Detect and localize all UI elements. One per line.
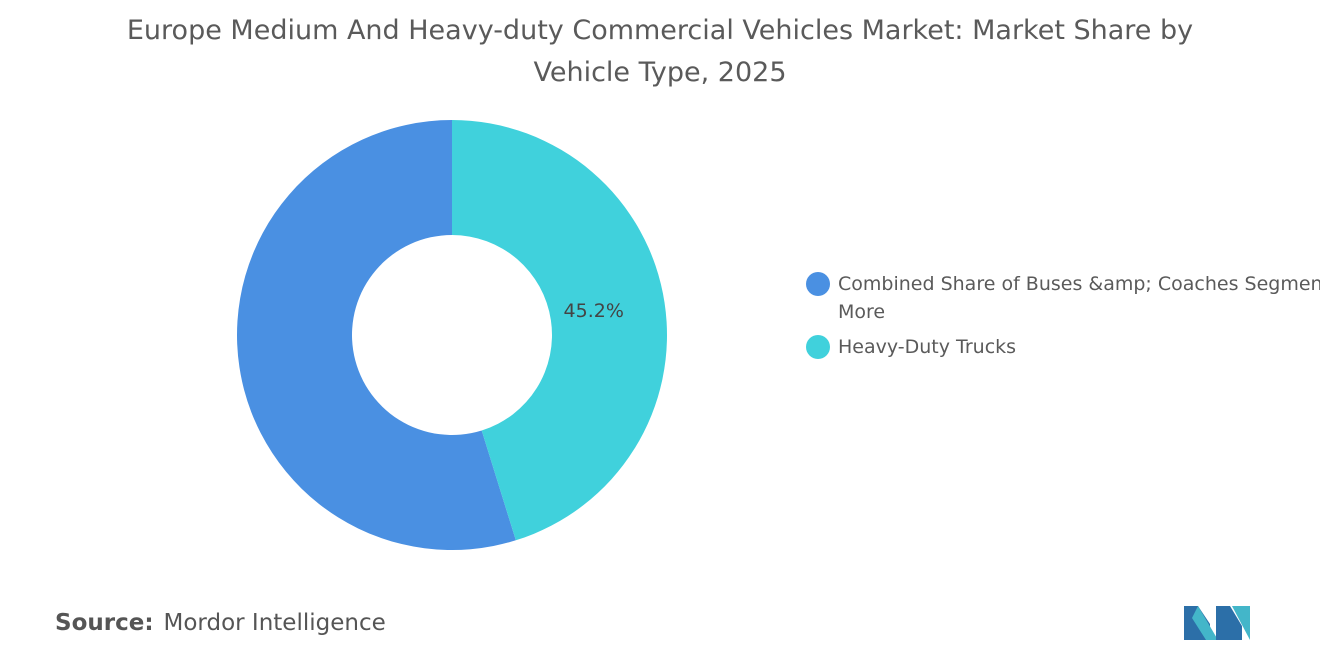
- legend-label: Heavy-Duty Trucks: [838, 336, 1017, 358]
- legend-item: Heavy-Duty Trucks: [806, 333, 1320, 361]
- slice: [237, 120, 516, 550]
- source: Source: Mordor Intelligence: [55, 610, 386, 636]
- logo: [1184, 606, 1250, 640]
- logo-shape: [1192, 606, 1218, 640]
- chart-title: Europe Medium And Heavy-duty Commercial …: [126, 15, 1194, 88]
- chart: 45.2%: [237, 120, 667, 550]
- source-text: Mordor Intelligence: [163, 610, 386, 636]
- logo-shape: [1216, 606, 1242, 640]
- legend-item: Combined Share of Buses &amp; Coaches Se…: [806, 270, 1320, 326]
- logo-shape: [1232, 606, 1250, 640]
- source-label: Source:: [55, 610, 154, 636]
- slice: [452, 120, 667, 541]
- legend-swatch: [806, 272, 830, 296]
- legend-swatch: [806, 335, 830, 359]
- legend-label: Combined Share of Buses &amp; Coaches Se…: [838, 273, 1320, 323]
- data-label: 45.2%: [564, 300, 624, 322]
